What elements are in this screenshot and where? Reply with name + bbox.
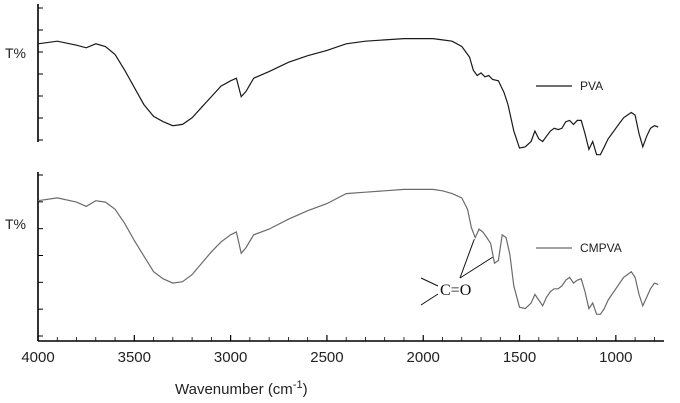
x-axis-title: Wavenumber (cm-1) (175, 379, 308, 398)
cmpva-spectrum-line (37, 188, 659, 315)
x-axis: 4000 3500 3000 2500 2000 1500 1000 Wavenumber … (21, 335, 664, 398)
carbonyl-annotation: C=O (420, 238, 493, 306)
x-tick-label: 2000 (407, 349, 440, 366)
x-tick-label: 1000 (599, 349, 632, 366)
x-tick-label: 1500 (503, 349, 536, 366)
x-tick-label: 3000 (214, 349, 247, 366)
x-ticks: 4000 3500 3000 2500 2000 1500 1000 (21, 335, 655, 366)
carbonyl-label: C=O (440, 282, 471, 299)
x-tick-label: 4000 (21, 349, 54, 366)
carbonyl-arrow-2 (459, 256, 493, 279)
top-y-ticks (38, 7, 43, 141)
carbonyl-bond-lower (420, 293, 439, 306)
top-y-label: T% (5, 45, 26, 61)
carbonyl-arrow-1 (459, 238, 475, 279)
cmpva-legend-label: CMPVA (580, 241, 622, 255)
bottom-y-ticks (38, 174, 43, 337)
pva-legend-label: PVA (580, 79, 603, 93)
bottom-y-label: T% (5, 216, 26, 232)
top-panel: T% PVA (5, 4, 659, 156)
bottom-panel: T% CMPVA C=O (5, 172, 659, 341)
x-tick-label: 2500 (310, 349, 343, 366)
x-tick-label: 3500 (118, 349, 151, 366)
pva-spectrum-line (37, 38, 659, 156)
carbonyl-bond-upper (420, 277, 439, 287)
